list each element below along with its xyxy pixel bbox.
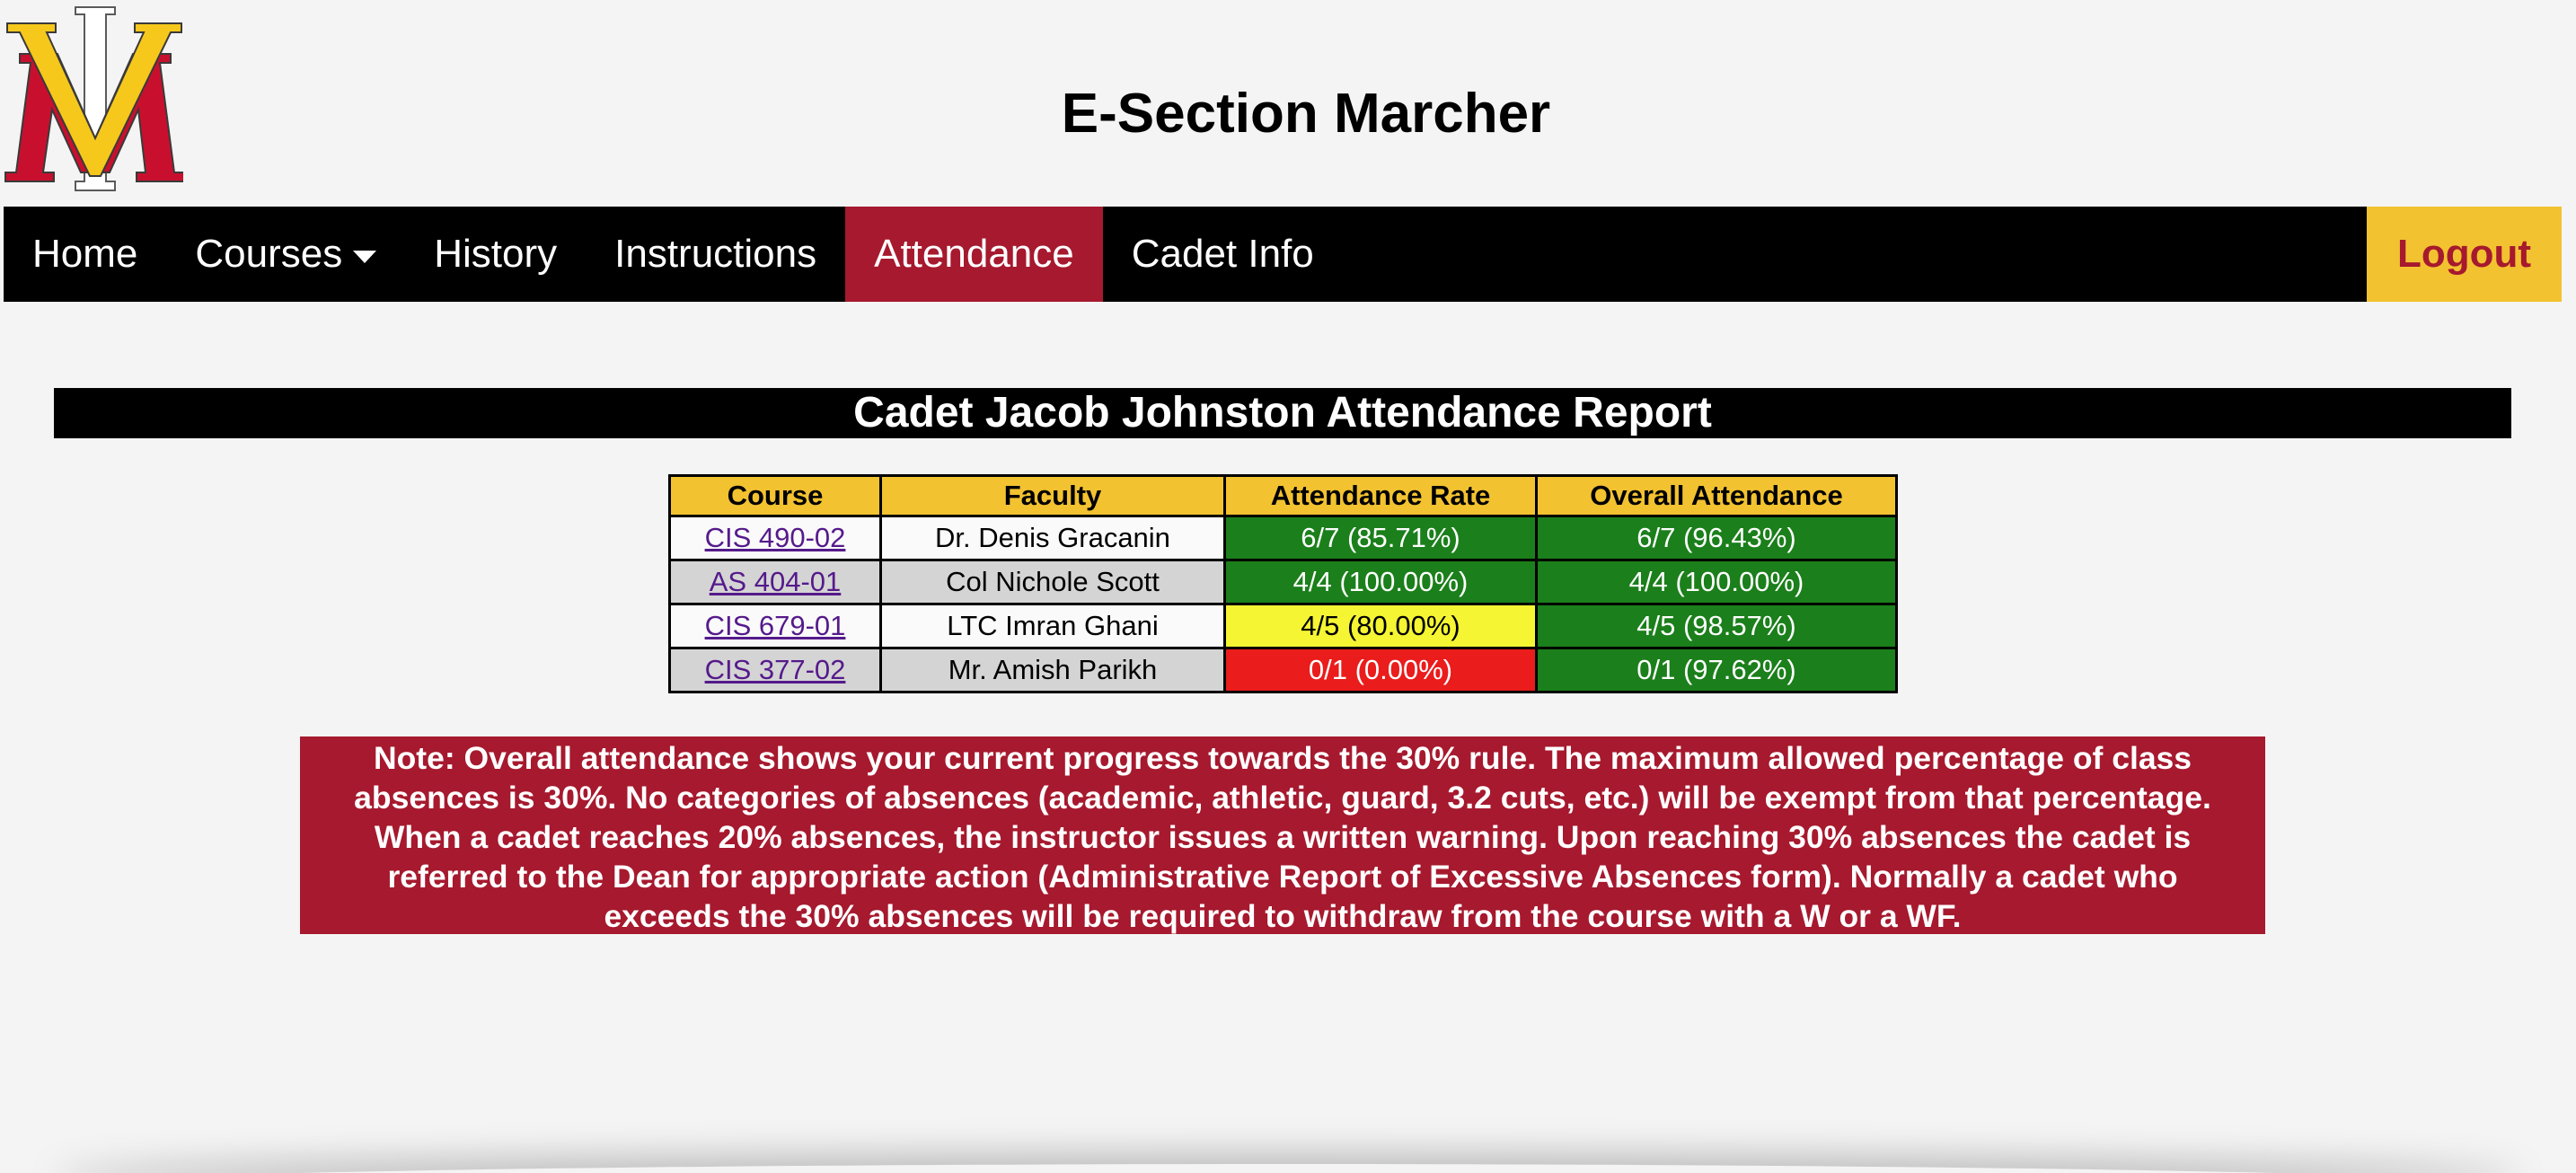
attendance-table-body: CIS 490-02 Dr. Denis Gracanin 6/7 (85.71… — [668, 515, 1898, 693]
nav-courses-label: Courses — [195, 232, 343, 276]
course-link[interactable]: CIS 377-02 — [704, 654, 846, 685]
faculty-cell: Col Nichole Scott — [879, 559, 1226, 605]
attendance-rate-cell: 4/5 (80.00%) — [1223, 603, 1538, 649]
site-title: E-Section Marcher — [1061, 83, 1551, 145]
table-row: CIS 377-02 Mr. Amish Parikh 0/1 (0.00%) … — [668, 647, 1898, 693]
nav-history[interactable]: History — [434, 232, 558, 276]
logout-button[interactable]: Logout — [2366, 207, 2562, 302]
column-header-faculty: Faculty — [879, 474, 1226, 517]
note-line: Note: Overall attendance shows your curr… — [373, 740, 2192, 776]
report-title: Cadet Jacob Johnston Attendance Report — [54, 388, 2511, 438]
note-line: referred to the Dean for appropriate act… — [387, 859, 2178, 895]
course-cell: CIS 490-02 — [668, 515, 882, 561]
attendance-rate-cell: 6/7 (85.71%) — [1223, 515, 1538, 561]
bottom-shadow — [54, 1164, 2522, 1173]
course-link[interactable]: CIS 490-02 — [704, 522, 846, 553]
course-cell: CIS 377-02 — [668, 647, 882, 693]
column-header-overall-attendance: Overall Attendance — [1535, 474, 1898, 517]
table-header-row: Course Faculty Attendance Rate Overall A… — [668, 474, 1898, 517]
nav-home[interactable]: Home — [32, 232, 138, 276]
vmi-logo[interactable] — [4, 4, 183, 194]
caret-down-icon — [353, 251, 377, 263]
main-navbar: Home Courses History Instructions Attend… — [4, 207, 2562, 302]
table-row: CIS 679-01 LTC Imran Ghani 4/5 (80.00%) … — [668, 603, 1898, 649]
nav-cadet-info[interactable]: Cadet Info — [1131, 232, 1314, 276]
overall-attendance-cell: 4/5 (98.57%) — [1535, 603, 1898, 649]
attendance-rate-cell: 4/4 (100.00%) — [1223, 559, 1538, 605]
attendance-note: Note: Overall attendance shows your curr… — [300, 736, 2265, 934]
faculty-cell: LTC Imran Ghani — [879, 603, 1226, 649]
table-row: CIS 490-02 Dr. Denis Gracanin 6/7 (85.71… — [668, 515, 1898, 561]
table-row: AS 404-01 Col Nichole Scott 4/4 (100.00%… — [668, 559, 1898, 605]
nav-spacer — [1343, 207, 2367, 302]
nav-attendance[interactable]: Attendance — [845, 207, 1103, 302]
course-link[interactable]: CIS 679-01 — [704, 610, 846, 641]
column-header-course: Course — [668, 474, 882, 517]
nav-instructions[interactable]: Instructions — [614, 232, 817, 276]
attendance-table: Course Faculty Attendance Rate Overall A… — [668, 474, 1898, 693]
column-header-attendance-rate: Attendance Rate — [1223, 474, 1538, 517]
overall-attendance-cell: 0/1 (97.62%) — [1535, 647, 1898, 693]
course-cell: CIS 679-01 — [668, 603, 882, 649]
note-line: exceeds the 30% absences will be require… — [604, 898, 1962, 934]
faculty-cell: Dr. Denis Gracanin — [879, 515, 1226, 561]
note-line: absences is 30%. No categories of absenc… — [354, 780, 2211, 816]
course-cell: AS 404-01 — [668, 559, 882, 605]
overall-attendance-cell: 6/7 (96.43%) — [1535, 515, 1898, 561]
overall-attendance-cell: 4/4 (100.00%) — [1535, 559, 1898, 605]
attendance-rate-cell: 0/1 (0.00%) — [1223, 647, 1538, 693]
note-line: When a cadet reaches 20% absences, the i… — [374, 819, 2192, 855]
faculty-cell: Mr. Amish Parikh — [879, 647, 1226, 693]
course-link[interactable]: AS 404-01 — [709, 566, 842, 597]
nav-courses-dropdown[interactable]: Courses — [166, 207, 405, 302]
